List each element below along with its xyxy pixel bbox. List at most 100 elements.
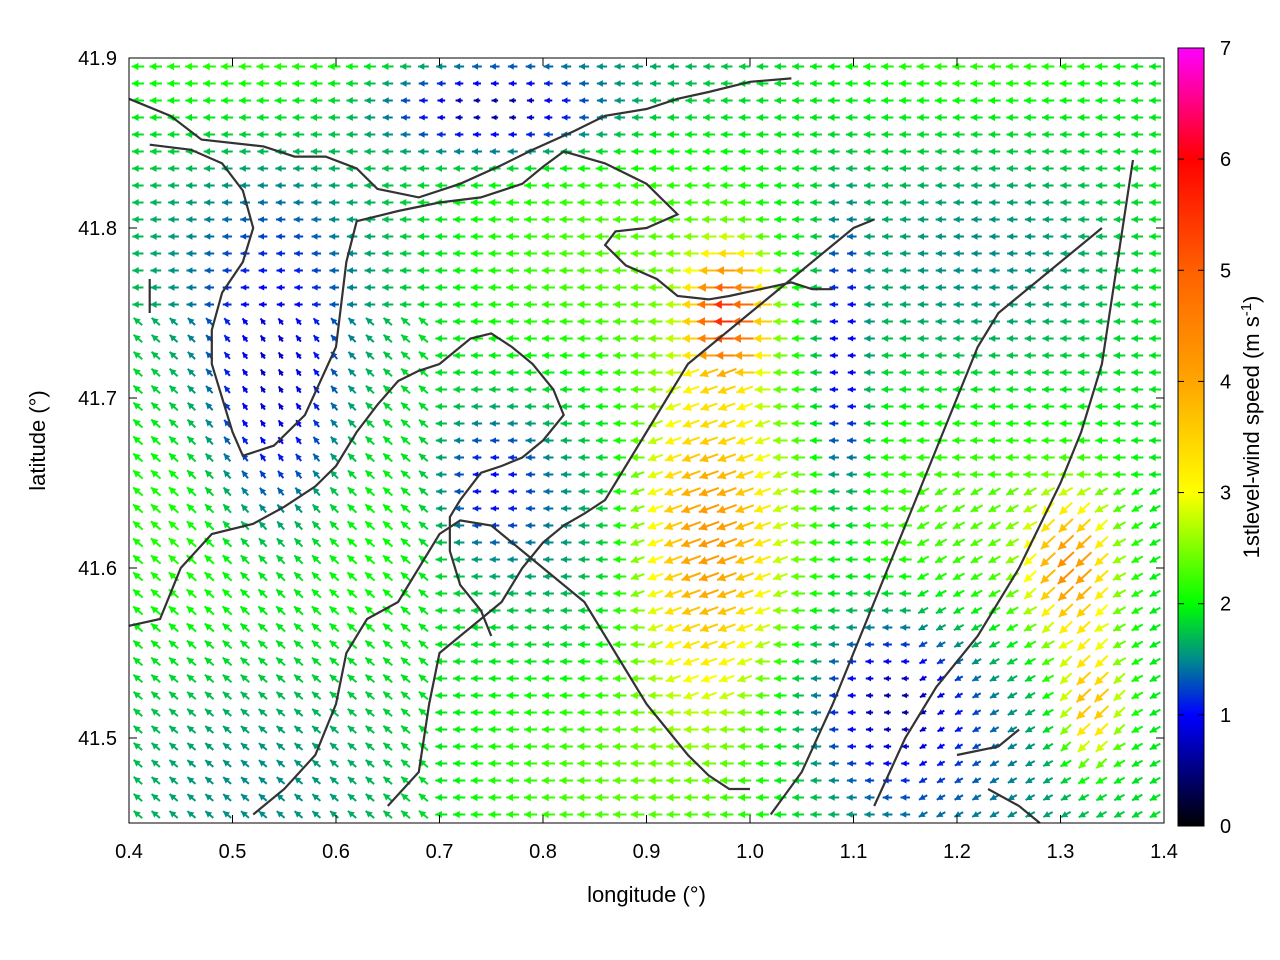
- coastline-contour: [873, 159, 1135, 807]
- wind-vector: [382, 148, 394, 155]
- wind-vector: [809, 62, 823, 71]
- wind-vector: [1077, 96, 1090, 105]
- colorbar-tick-label: 6: [1220, 149, 1231, 171]
- wind-vector: [418, 690, 429, 701]
- wind-vector: [311, 267, 321, 274]
- wind-vector: [827, 572, 840, 581]
- wind-vector: [701, 215, 716, 224]
- wind-vector: [917, 267, 929, 274]
- wind-vector: [329, 759, 339, 768]
- wind-vector: [734, 351, 756, 360]
- wind-vector: [328, 588, 340, 599]
- wind-vector: [1149, 181, 1162, 190]
- wind-vector: [735, 538, 755, 548]
- wind-vector: [718, 657, 736, 666]
- wind-vector: [699, 266, 719, 275]
- wind-vector: [987, 504, 1001, 513]
- wind-vector: [220, 96, 234, 105]
- wind-vector: [1057, 534, 1075, 551]
- wind-vector: [845, 555, 858, 564]
- wind-vector: [311, 742, 322, 751]
- wind-vector: [1075, 568, 1093, 585]
- wind-vector: [364, 284, 376, 291]
- wind-vector: [560, 606, 572, 615]
- wind-vector: [647, 453, 664, 462]
- wind-vector: [1131, 453, 1144, 462]
- wind-vector: [257, 571, 268, 582]
- wind-vector: [544, 97, 553, 104]
- wind-vector: [223, 419, 231, 428]
- wind-vector: [541, 266, 556, 275]
- wind-vector: [971, 216, 982, 223]
- wind-vector: [917, 385, 930, 394]
- wind-vector: [221, 147, 233, 156]
- wind-vector: [1077, 147, 1090, 156]
- wind-vector: [1149, 317, 1162, 326]
- wind-vector: [454, 131, 464, 138]
- wind-vector: [294, 520, 303, 531]
- wind-vector: [132, 469, 144, 480]
- wind-vector: [755, 674, 770, 683]
- wind-vector: [772, 504, 789, 513]
- wind-vector: [577, 657, 591, 666]
- wind-vector: [699, 453, 719, 463]
- wind-vector: [899, 402, 912, 411]
- colorbar-label-sup: -1: [1238, 303, 1255, 316]
- wind-vector: [934, 453, 948, 462]
- wind-vector: [1059, 419, 1073, 428]
- x-tick-label: 0.6: [322, 841, 350, 863]
- wind-vector: [988, 130, 1001, 139]
- wind-vector: [435, 419, 447, 428]
- wind-vector: [1095, 436, 1108, 445]
- wind-vector: [204, 691, 215, 700]
- wind-vector: [791, 487, 806, 496]
- wind-vector: [864, 318, 875, 325]
- wind-vector: [700, 249, 718, 258]
- wind-vector: [418, 673, 429, 684]
- wind-vector: [847, 760, 857, 767]
- wind-vector: [772, 487, 788, 496]
- wind-vector: [329, 503, 340, 514]
- wind-vector: [488, 708, 502, 717]
- wind-vector: [847, 403, 856, 410]
- wind-vector: [613, 555, 627, 564]
- coastline-contour: [128, 332, 565, 637]
- wind-vector: [952, 538, 966, 547]
- wind-vector: [364, 131, 376, 138]
- wind-vector: [952, 368, 965, 377]
- wind-vector: [133, 810, 143, 819]
- wind-vector: [1095, 776, 1108, 785]
- wind-vector: [774, 96, 787, 105]
- wind-vector: [828, 147, 840, 156]
- wind-vector: [829, 386, 839, 393]
- wind-vector: [755, 725, 770, 734]
- wind-vector: [971, 640, 982, 649]
- y-tick-label: 41.5: [78, 728, 117, 750]
- wind-vector: [916, 96, 930, 105]
- wind-vector: [578, 556, 590, 563]
- wind-vector: [454, 437, 465, 444]
- wind-vector: [865, 743, 874, 750]
- wind-vector: [488, 181, 501, 190]
- wind-vector: [952, 453, 966, 462]
- wind-vector: [328, 571, 340, 582]
- wind-vector: [150, 673, 161, 684]
- wind-vector: [221, 622, 233, 633]
- wind-vector: [222, 503, 232, 514]
- wind-vector: [277, 402, 284, 411]
- wind-vector: [1113, 130, 1126, 139]
- wind-vector: [612, 283, 627, 292]
- wind-vector: [418, 724, 429, 735]
- wind-vector: [259, 470, 267, 479]
- wind-vector: [647, 555, 664, 564]
- wind-vector: [525, 471, 536, 478]
- wind-vector: [791, 589, 806, 598]
- wind-vector: [364, 520, 376, 531]
- wind-vector: [132, 181, 144, 190]
- wind-vector: [1077, 758, 1090, 769]
- wind-vector: [489, 573, 501, 580]
- wind-vector: [559, 266, 573, 275]
- wind-vector: [648, 368, 663, 377]
- wind-vector: [1093, 622, 1110, 633]
- wind-vector: [150, 691, 161, 700]
